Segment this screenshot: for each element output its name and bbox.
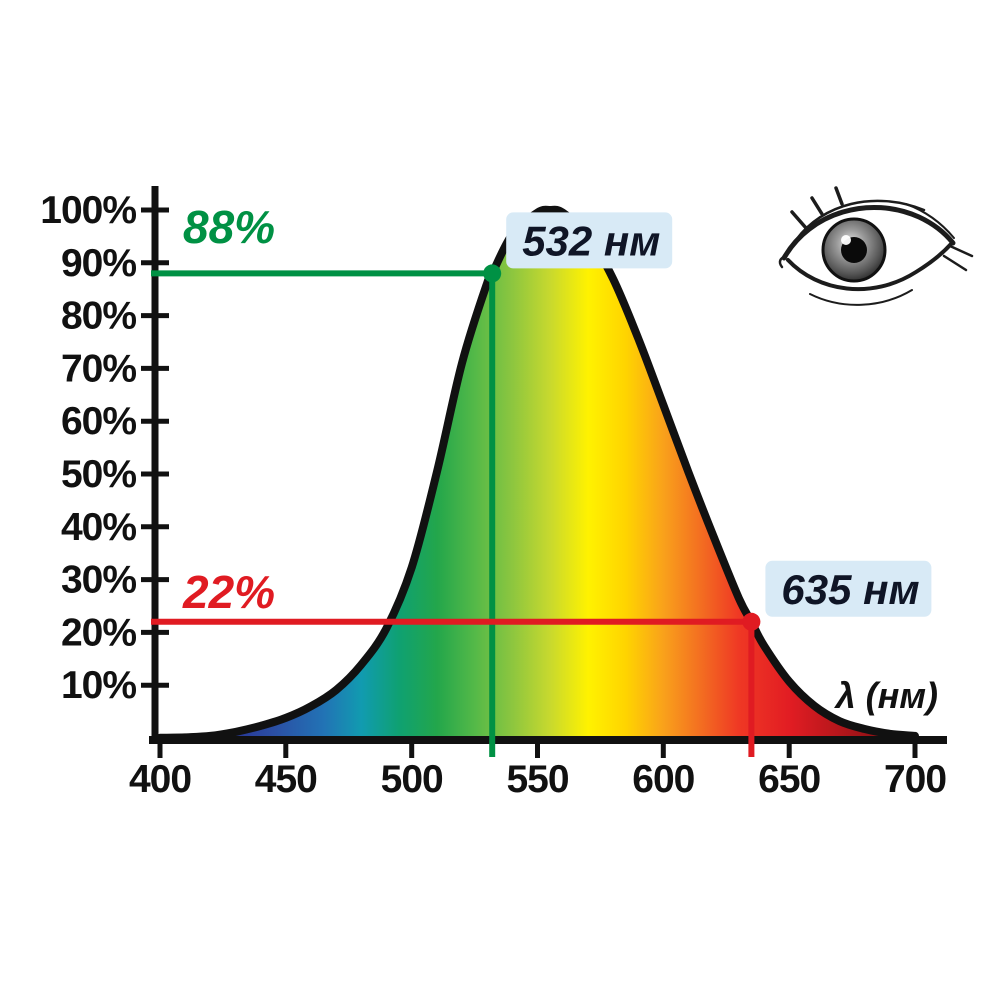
x-axis-ticks: 400 450 500 550 600 650 700 xyxy=(129,740,947,801)
green-marker-dot xyxy=(483,264,502,283)
green-percent-label: 88% xyxy=(183,201,275,253)
green-wavelength-label: 532 нм xyxy=(522,217,660,264)
red-wavelength-badge-bg xyxy=(765,560,932,617)
green-wavelength-badge: 532 нм xyxy=(506,212,673,269)
red-wavelength-label: 635 нм xyxy=(781,566,919,613)
y-tick-label: 40% xyxy=(61,506,136,549)
x-tick-label: 700 xyxy=(884,758,946,801)
y-tick-label: 90% xyxy=(61,242,136,285)
y-axis-ticks: 100% 90% 80% 70% 60% 50% 40% 30% 20% 10% xyxy=(40,189,169,707)
tear-duct xyxy=(778,254,788,269)
eye-highlight xyxy=(841,235,851,245)
eyelashes xyxy=(790,186,844,230)
lower-eyelid xyxy=(786,242,953,292)
green-annotation: 88% 532 нм xyxy=(151,201,673,757)
red-annotation: 22% 635 нм xyxy=(151,560,932,757)
lower-eyelid-crease xyxy=(809,289,913,306)
x-tick-label: 500 xyxy=(381,758,443,801)
outer-corner-lines xyxy=(942,244,974,272)
red-wavelength-badge: 635 нм xyxy=(765,560,932,617)
red-percent-label: 22% xyxy=(182,566,275,618)
x-tick-label: 550 xyxy=(506,758,568,801)
y-tick-label: 50% xyxy=(61,453,136,496)
y-tick-label: 100% xyxy=(40,189,136,232)
x-tick-label: 650 xyxy=(758,758,820,801)
x-tick-label: 400 xyxy=(129,758,191,801)
upper-eyelid xyxy=(781,204,956,261)
y-tick-label: 70% xyxy=(61,347,136,390)
eye-illustration xyxy=(778,186,974,306)
spectral-curve-outline xyxy=(156,205,919,742)
brow-line xyxy=(905,203,955,239)
red-marker-dot xyxy=(742,612,761,631)
x-tick-label: 450 xyxy=(255,758,317,801)
x-axis-title: λ (нм) xyxy=(834,675,938,716)
y-tick-label: 10% xyxy=(61,664,136,707)
y-tick-label: 80% xyxy=(61,295,136,338)
x-tick-label: 600 xyxy=(632,758,694,801)
green-wavelength-badge-bg xyxy=(506,212,673,269)
y-tick-label: 60% xyxy=(61,400,136,443)
y-tick-label: 20% xyxy=(61,611,136,654)
y-tick-label: 30% xyxy=(61,559,136,602)
spectral-curve-fill xyxy=(160,209,915,738)
